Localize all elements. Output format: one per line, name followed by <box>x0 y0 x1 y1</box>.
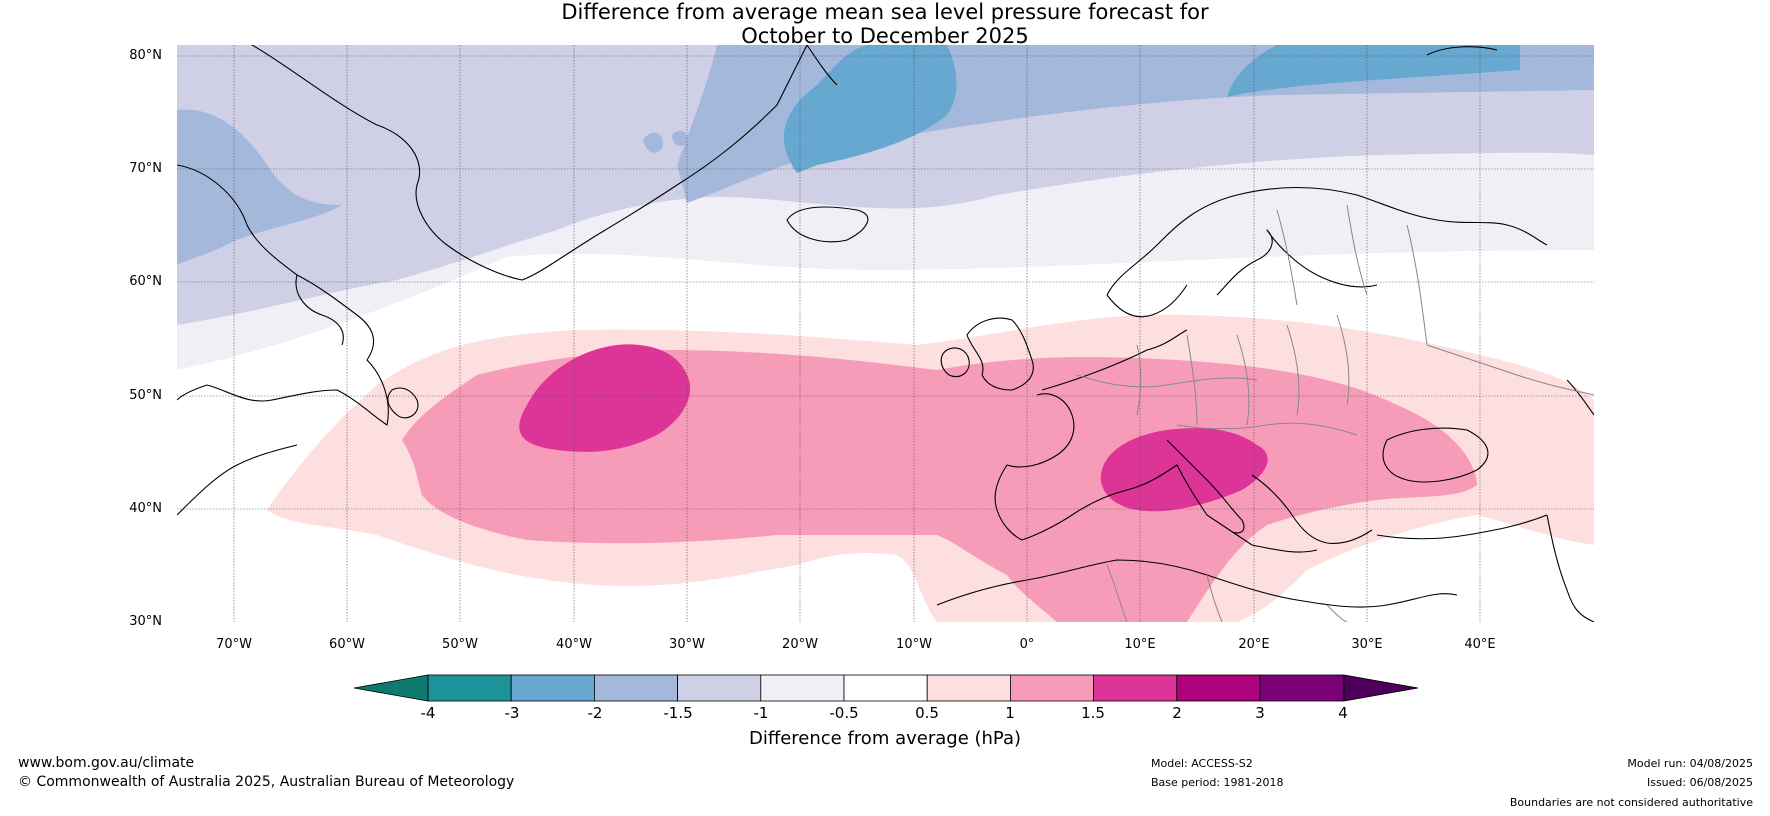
anomaly-band-minus-2 <box>783 45 957 173</box>
colorbar-tick-minus-0.5: -0.5 <box>829 704 859 722</box>
colorbar-tick-minus-3: -3 <box>504 704 520 722</box>
borders <box>1076 204 1594 622</box>
coastline-italy <box>1166 439 1245 534</box>
map-canvas <box>177 45 1594 622</box>
colorbar-tick-1.5: 1.5 <box>1081 704 1105 722</box>
boundaries-disclaimer: Boundaries are not considered authoritat… <box>1509 796 1753 809</box>
anomaly-band-minus-1.5-islet-2 <box>672 130 688 147</box>
coastline-levant <box>1546 514 1594 622</box>
colorbar-tick-minus-1: -1 <box>753 704 769 722</box>
lon-label-30w: 30°W <box>669 637 705 652</box>
website-link[interactable]: www.bom.gov.au/climate <box>18 755 195 771</box>
coastline-scandinavia <box>1106 186 1548 296</box>
map-title: Difference from average mean sea level p… <box>0 0 1770 48</box>
coastline-britain <box>966 317 1034 391</box>
colorbar-segment <box>1176 674 1261 702</box>
model-name: Model: ACCESS-S2 <box>1151 757 1253 770</box>
title-line-1: Difference from average mean sea level p… <box>561 0 1209 24</box>
lon-label-10w: 10°W <box>896 637 932 652</box>
base-period: Base period: 1981-2018 <box>1151 776 1284 789</box>
coastline-france-north <box>1041 329 1188 391</box>
colorbar <box>352 673 1420 703</box>
copyright-notice: © Commonwealth of Australia 2025, Austra… <box>18 774 515 790</box>
coastline-europe-west <box>994 393 1075 541</box>
colorbar-min-arrow <box>353 674 429 702</box>
coastline-iceland <box>786 206 869 243</box>
lon-label-20w: 20°W <box>782 637 818 652</box>
colorbar-segment <box>1010 674 1095 702</box>
coastline-mediterranean-north <box>1021 464 1318 553</box>
lon-label-30e: 30°E <box>1351 637 1383 652</box>
colorbar-segment <box>926 674 1011 702</box>
colorbar-segment <box>760 674 845 702</box>
lon-label-60w: 60°W <box>329 637 365 652</box>
anomaly-band-minus-1.5-west <box>177 109 342 265</box>
colorbar-segment <box>843 674 928 702</box>
colorbar-segment <box>427 674 512 702</box>
colorbar-segment <box>510 674 595 702</box>
colorbar-segment <box>593 674 678 702</box>
colorbar-tick-4: 4 <box>1338 704 1348 722</box>
coastline-greenland <box>251 45 808 281</box>
colorbar-tick-1: 1 <box>1005 704 1015 722</box>
lon-label-40w: 40°W <box>556 637 592 652</box>
coastline-us-east <box>177 444 298 516</box>
colorbar-segment <box>1093 674 1178 702</box>
coastline-canada-arctic <box>177 164 389 426</box>
lon-label-40e: 40°E <box>1464 637 1496 652</box>
coastline-labrador <box>295 274 344 346</box>
lat-label-80n: 80°N <box>129 48 162 63</box>
coastline-balkans-greece <box>1251 474 1373 544</box>
lon-label-0: 0° <box>1019 637 1035 652</box>
colorbar-max-arrow <box>1343 674 1419 702</box>
anomaly-band-plus-1.5-east <box>1100 428 1268 512</box>
colorbar-segment <box>677 674 762 702</box>
anomaly-band-minus-1.5-islet-1 <box>643 132 664 153</box>
issued-date: Issued: 06/08/2025 <box>1646 776 1753 789</box>
coastline-baltic <box>1216 229 1378 296</box>
coastline-svalbard <box>1426 46 1498 56</box>
coastline-caspian-edge <box>1566 379 1594 416</box>
colorbar-tick-3: 3 <box>1255 704 1265 722</box>
colorbar-label: Difference from average (hPa) <box>748 728 1022 749</box>
model-run-date: Model run: 04/08/2025 <box>1627 757 1753 770</box>
colorbar-segment <box>1259 674 1344 702</box>
graticule <box>177 45 1594 622</box>
lon-label-50w: 50°W <box>442 637 478 652</box>
pressure-anomaly-map <box>177 45 1594 622</box>
lat-label-30n: 30°N <box>129 614 162 629</box>
anomaly-band-minus-2-east <box>1227 45 1520 97</box>
coastline-turkey-south <box>1376 514 1548 540</box>
lat-label-50n: 50°N <box>129 388 162 403</box>
colorbar-tick-minus-4: -4 <box>420 704 436 722</box>
coastline-norway-south <box>1106 284 1188 318</box>
coastline-ireland <box>940 347 970 378</box>
coastline-north-africa <box>936 559 1458 608</box>
colorbar-tick-minus-2: -2 <box>587 704 603 722</box>
coastline-black-sea <box>1382 427 1489 483</box>
colorbar-tick-2: 2 <box>1172 704 1182 722</box>
anomaly-band-plus-1.5 <box>519 344 691 452</box>
coastline-greenland-east <box>806 45 838 86</box>
lat-label-40n: 40°N <box>129 501 162 516</box>
coastline-newfoundland <box>387 387 419 419</box>
colorbar-tick-minus-1.5: -1.5 <box>663 704 693 722</box>
lat-label-60n: 60°N <box>129 274 162 289</box>
lat-label-70n: 70°N <box>129 161 162 176</box>
coastlines <box>177 45 1594 622</box>
lon-label-70w: 70°W <box>216 637 252 652</box>
title-line-2: October to December 2025 <box>741 24 1029 48</box>
lon-label-10e: 10°E <box>1124 637 1156 652</box>
anomaly-band-minus-1 <box>177 45 1594 325</box>
colorbar-tick-0.5: 0.5 <box>915 704 939 722</box>
lon-label-20e: 20°E <box>1238 637 1270 652</box>
colorbar-svg <box>353 674 1419 702</box>
